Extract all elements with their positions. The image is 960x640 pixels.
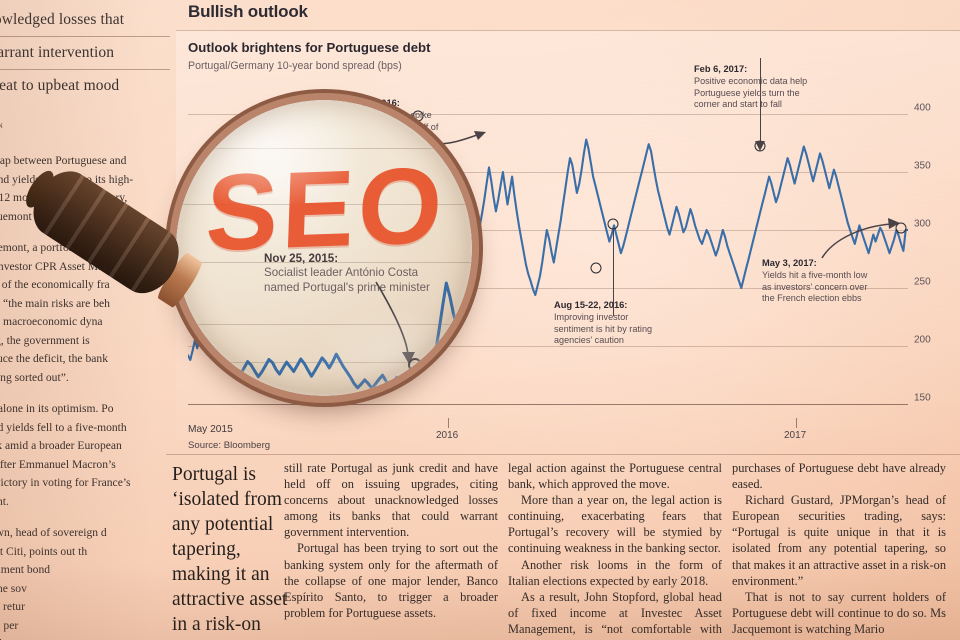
annotation-feb-2017-line3: corner and start to fall xyxy=(694,99,782,110)
ytick-label-300: 300 xyxy=(914,218,931,230)
annotation-aug-2016-line1: Improving investor xyxy=(554,312,629,323)
xtick-label-2016: 2016 xyxy=(436,430,459,441)
magnifying-glass: Nov 25, 2015: Socialist leader António C… xyxy=(20,92,472,422)
article-paragraph: Richard Gustard, JPMorgan’s head of Euro… xyxy=(732,493,947,588)
annotation-aug-2016: Aug 15-22, 2016: Improving investor sent… xyxy=(554,300,686,347)
left-paragraph: quemont, a portfolio manag n investor CP… xyxy=(0,241,115,384)
annotation-feb-2017-date: Feb 6, 2017: xyxy=(694,64,748,74)
leader-aug-2016 xyxy=(613,230,614,316)
ytick-label-350: 350 xyxy=(914,160,931,172)
article-paragraph: legal action against the Portuguese cent… xyxy=(508,461,722,492)
left-paragraph: rown, head of sovereign d n at Citi, poi… xyxy=(0,526,107,640)
ytick-label-200: 200 xyxy=(914,334,931,346)
chart-source-label: Source: Bloomberg xyxy=(188,440,271,451)
xtick-label-2017: 2017 xyxy=(784,430,807,441)
left-newspaper-column: nowledged losses that warrant interventi… xyxy=(0,0,176,640)
gridline-350 xyxy=(188,172,908,173)
article-column-3: purchases of Portuguese debt have alread… xyxy=(732,460,946,637)
chart-title: Outlook brightens for Portuguese debt xyxy=(188,40,431,55)
left-headline-line-2: warrant intervention xyxy=(0,37,170,70)
annotation-may-2017: May 3, 2017: Yields hit a five-month low… xyxy=(762,258,902,305)
gridline-400 xyxy=(188,114,908,115)
arrow-feb-2017 xyxy=(755,141,765,151)
xtick-mark-2017 xyxy=(796,418,797,428)
annotation-may-2017-line1: Yields hit a five-month low xyxy=(762,270,868,281)
annotation-may-2017-line2: as investors' concern over xyxy=(762,281,868,292)
section-kicker: Bullish outlook xyxy=(188,2,308,21)
pull-quote: Portugal is ‘isolated from any potential… xyxy=(172,464,288,635)
left-byline: LEN xyxy=(0,122,5,130)
bottom-article: Portugal is ‘isolated from any potential… xyxy=(166,452,960,640)
seo-overlay-text: SEO xyxy=(203,143,449,274)
article-paragraph: still rate Portugal as junk credit and h… xyxy=(284,461,498,540)
annotation-feb-2017-line1: Positive economic data help xyxy=(694,76,808,87)
annotation-feb-2017-line2: Portuguese yields turn the xyxy=(694,87,800,98)
article-paragraph: Portugal has been trying to sort out the… xyxy=(284,541,498,620)
gridline-200 xyxy=(188,346,908,347)
arrow-may-2017 xyxy=(821,218,900,259)
article-paragraph: More than a year on, the legal action is… xyxy=(508,493,722,556)
annotation-feb-2017: Feb 6, 2017: Positive economic data help… xyxy=(694,64,844,111)
annotation-aug-2016-line3: agencies' caution xyxy=(554,335,624,346)
article-paragraph: purchases of Portuguese debt have alread… xyxy=(732,461,946,492)
article-paragraph: Another risk looms in the form of Italia… xyxy=(508,557,722,588)
annotation-aug-2016-line2: sentiment is hit by rating xyxy=(554,323,653,334)
article-column-1: still rate Portugal as junk credit and h… xyxy=(284,460,498,621)
annotation-may-2017-date: May 3, 2017: xyxy=(762,258,817,268)
article-paragraph: That is not to say current holders of Po… xyxy=(732,589,946,636)
magnified-arrow xyxy=(375,281,415,364)
left-paragraph: ot alone in its optimism. Po ond yields … xyxy=(0,402,131,508)
leader-feb-2017 xyxy=(760,58,761,142)
ytick-label-150: 150 xyxy=(914,392,931,404)
left-headline-line-3: hreat to upbeat mood xyxy=(0,77,120,94)
article-top-rule xyxy=(166,454,960,455)
magnified-marker[interactable] xyxy=(408,358,422,372)
annotation-aug-2016-date: Aug 15-22, 2016: xyxy=(554,300,628,310)
x-origin-label: May 2015 xyxy=(188,424,233,435)
gridline-250 xyxy=(188,288,908,289)
marker-aug-2016-high[interactable] xyxy=(607,218,619,230)
marker-aug-2016-low[interactable] xyxy=(590,262,602,274)
gridline-150-axis xyxy=(188,404,908,406)
article-column-2: legal action against the Portuguese cent… xyxy=(508,460,722,640)
ytick-label-250: 250 xyxy=(914,276,931,288)
xtick-mark-2016 xyxy=(448,418,449,428)
annotation-may-2017-line3: the French election ebbs xyxy=(762,293,862,304)
article-paragraph: As a result, John Stopford, global head … xyxy=(508,589,722,640)
marker-may-2017[interactable] xyxy=(895,222,907,234)
left-headline-line-1: nowledged losses that xyxy=(0,4,170,37)
chart-subtitle: Portugal/Germany 10-year bond spread (bp… xyxy=(188,60,402,72)
ytick-label-400: 400 xyxy=(914,102,931,114)
